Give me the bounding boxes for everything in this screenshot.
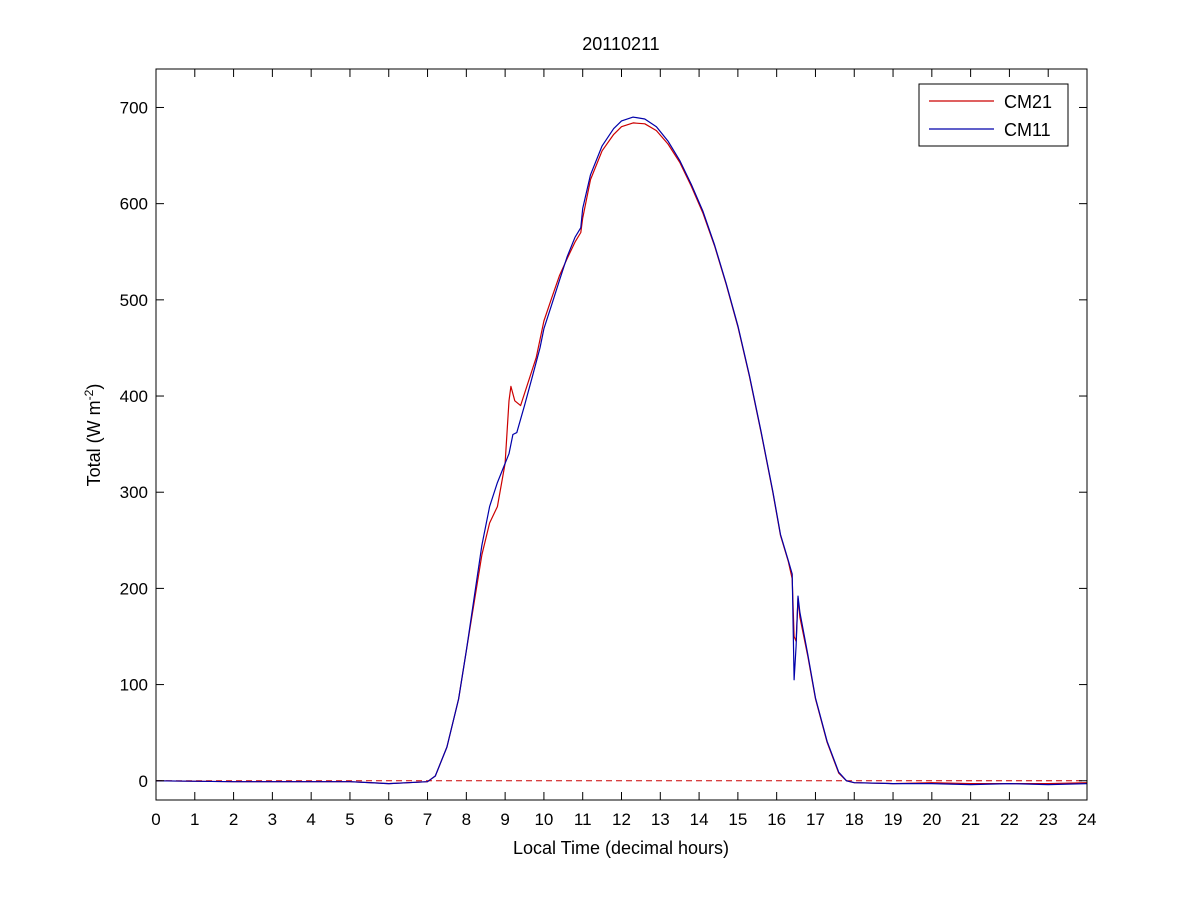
x-tick-label: 0 [151,810,160,829]
y-tick-label: 100 [120,676,148,695]
x-tick-label: 10 [534,810,553,829]
x-tick-label: 17 [806,810,825,829]
x-axis-label: Local Time (decimal hours) [513,838,729,858]
legend: CM21 CM11 [918,83,1069,147]
x-tick-label: 13 [651,810,670,829]
legend-label-cm21: CM21 [1004,92,1052,112]
x-tick-label: 2 [229,810,238,829]
x-tick-label: 19 [884,810,903,829]
x-tick-label: 4 [306,810,315,829]
y-tick-label: 500 [120,291,148,310]
y-axis-label-close: ) [84,384,104,390]
legend-label-cm11: CM11 [1004,120,1051,140]
x-tick-label: 15 [728,810,747,829]
x-tick-label: 12 [612,810,631,829]
y-tick-label: 300 [120,483,148,502]
chart-title: 20110211 [582,34,659,54]
x-tick-label: 20 [922,810,941,829]
x-tick-label: 8 [462,810,471,829]
x-tick-label: 7 [423,810,432,829]
x-tick-label: 9 [500,810,509,829]
x-tick-label: 5 [345,810,354,829]
x-tick-label: 14 [690,810,709,829]
x-tick-label: 11 [574,810,592,829]
y-tick-label: 200 [120,579,148,598]
y-axis-label-superscript: -2 [82,389,96,400]
y-tick-label: 0 [139,772,148,791]
y-tick-label: 700 [120,98,148,117]
x-tick-label: 3 [268,810,277,829]
x-tick-label: 23 [1039,810,1058,829]
x-tick-label: 6 [384,810,393,829]
y-axis-label: Total (W m-2) [82,384,104,487]
legend-box [918,83,1069,147]
x-tick-label: 22 [1000,810,1019,829]
y-tick-label: 600 [120,195,148,214]
x-tick-label: 1 [190,810,199,829]
x-tick-label: 21 [961,810,980,829]
x-tick-label: 24 [1078,810,1097,829]
plot-area: 0 1 2 3 4 5 6 7 8 9 10 11 12 13 14 15 16 17 18 19 20 21 22 23 24… [120,68,1097,829]
y-axis-label-main: Total (W m [84,400,104,486]
x-tick-label: 16 [767,810,786,829]
series-line-cm11 [155,116,1088,786]
y-tick-label: 400 [120,387,148,406]
x-tick-label: 18 [845,810,864,829]
